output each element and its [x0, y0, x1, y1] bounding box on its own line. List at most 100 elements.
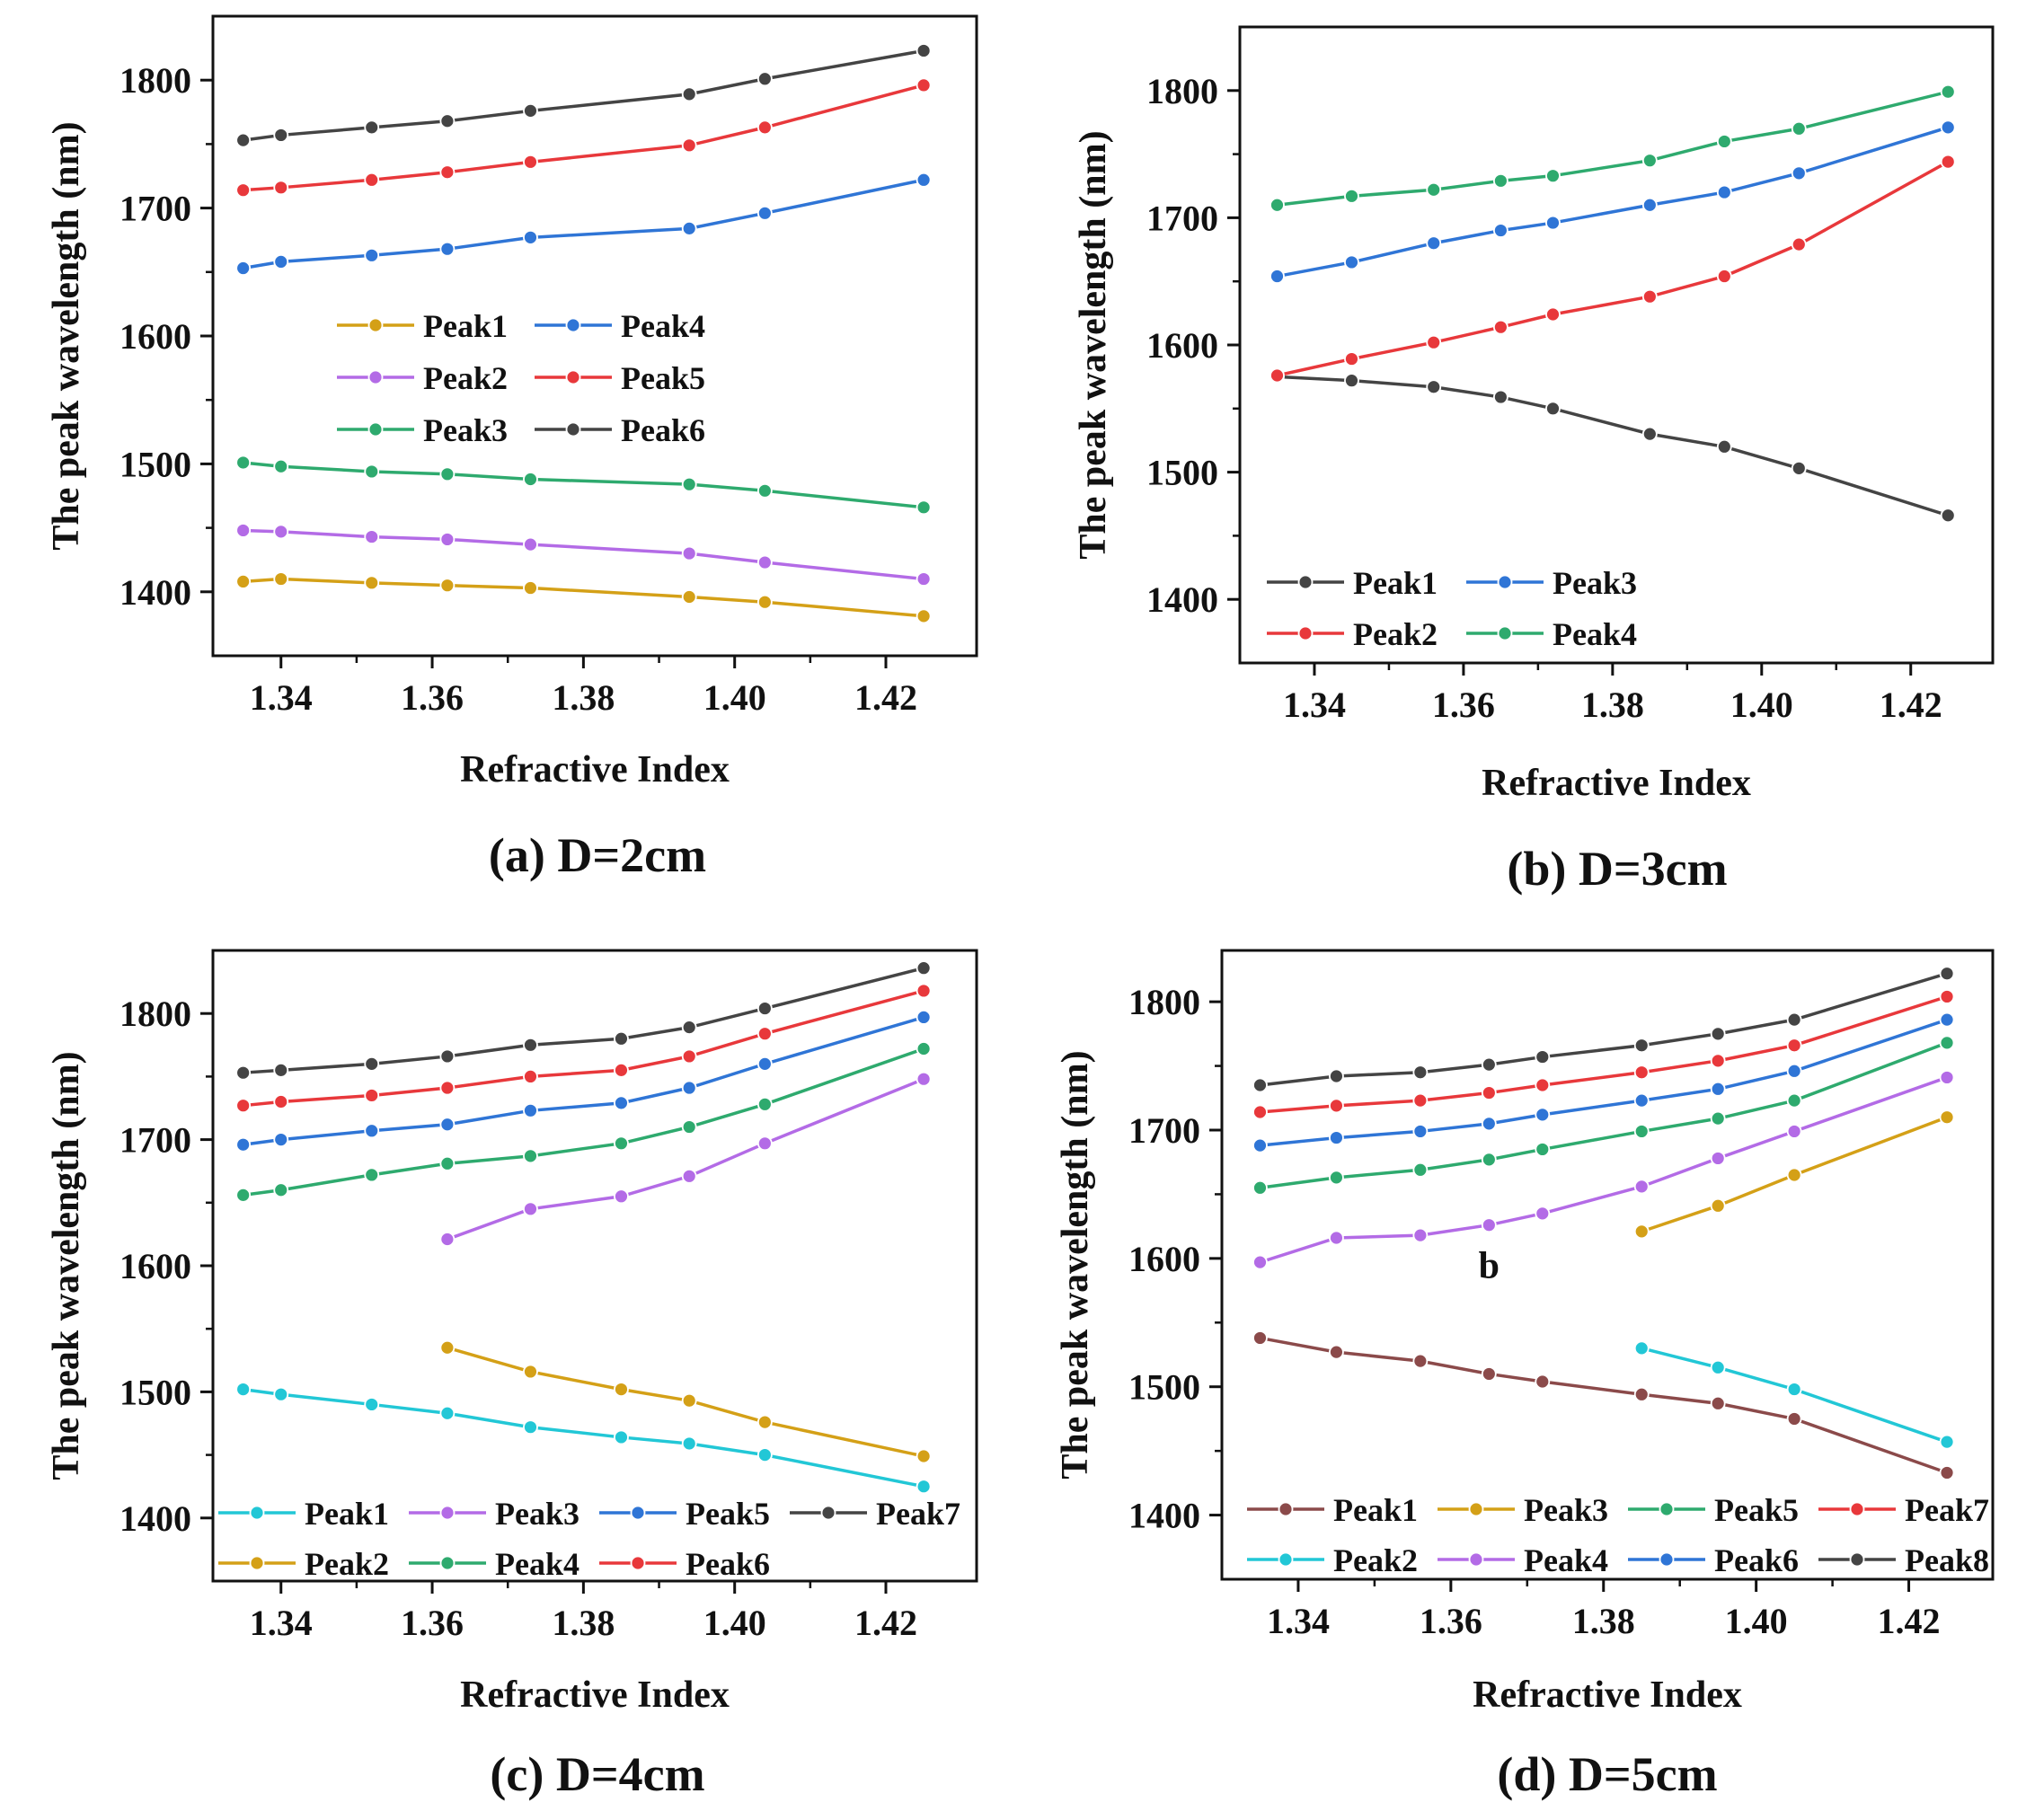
- legend-label: Peak3: [423, 412, 508, 448]
- data-point: [364, 1123, 380, 1139]
- legend-label: Peak4: [495, 1546, 579, 1582]
- x-tick-label: 1.38: [552, 1603, 615, 1643]
- data-point: [273, 1182, 289, 1198]
- data-point: [364, 575, 380, 591]
- data-point: [1786, 1167, 1802, 1183]
- legend: Peak1 Peak2 Peak3 Peak4 Peak5 Peak6 Peak7 Peak8: [1247, 1492, 1989, 1578]
- data-point: [681, 86, 697, 102]
- data-point: [614, 1429, 629, 1445]
- data-point: [273, 1386, 289, 1402]
- data-point: [1412, 1227, 1429, 1243]
- y-axis-label: The peak wavelength (nm): [46, 1051, 87, 1480]
- legend-swatch-marker: [367, 369, 384, 385]
- legend-swatch-marker: [565, 369, 581, 385]
- legend-swatch-marker: [1468, 1501, 1484, 1517]
- data-point: [1535, 1374, 1551, 1390]
- x-tick-label: 1.42: [854, 1603, 917, 1643]
- chart-panel-3: 1.34 1.36 1.38 1.40 1.42 1400 1500 1600 1700 1800…: [1055, 949, 1995, 1801]
- x-tick-label: 1.42: [1878, 1601, 1941, 1641]
- y-tick-label: 1600: [1128, 1239, 1200, 1279]
- series-line: [243, 178, 925, 270]
- data-point: [235, 261, 252, 276]
- data-point: [1412, 1124, 1429, 1139]
- data-point: [1786, 1012, 1802, 1028]
- legend-swatch-marker: [1497, 574, 1513, 590]
- series-peak2: [235, 523, 932, 587]
- data-point: [1535, 1142, 1551, 1157]
- data-point: [916, 608, 932, 624]
- series-peak8: [1252, 966, 1955, 1093]
- legend-swatch-marker: [1659, 1551, 1675, 1568]
- legend-label: Peak2: [305, 1546, 389, 1582]
- series-line: [243, 577, 925, 618]
- data-point: [1545, 215, 1561, 231]
- data-point: [1270, 367, 1285, 384]
- legend: Peak1 Peak2 Peak3 Peak4: [1267, 565, 1637, 652]
- data-point: [273, 180, 289, 196]
- data-point: [1329, 1170, 1344, 1186]
- chart-annotation: b: [1479, 1245, 1500, 1286]
- data-point: [756, 594, 773, 610]
- data-point: [1545, 306, 1561, 322]
- x-tick-label: 1.34: [1267, 1601, 1330, 1641]
- data-point: [364, 1088, 380, 1103]
- data-point: [1633, 1224, 1650, 1240]
- legend-label: Peak2: [1353, 616, 1438, 652]
- chart-caption: (c) D=4cm: [490, 1747, 704, 1801]
- legend-label: Peak7: [876, 1496, 960, 1532]
- data-point: [1270, 269, 1285, 284]
- data-point: [1492, 389, 1508, 405]
- y-axis-label: The peak wavelength (nm): [1073, 130, 1114, 559]
- data-point: [1633, 1340, 1650, 1356]
- data-point: [1344, 373, 1359, 389]
- y-tick-label: 1800: [1128, 982, 1200, 1022]
- series-line: [243, 1015, 925, 1146]
- data-point: [1492, 172, 1508, 189]
- data-point: [273, 254, 289, 269]
- data-point: [439, 241, 456, 257]
- legend-swatch-marker: [565, 421, 581, 437]
- data-point: [756, 1001, 773, 1016]
- series-peak7: [235, 960, 932, 1081]
- data-point: [523, 1037, 538, 1053]
- series-peak2: [439, 1339, 932, 1464]
- data-point: [439, 578, 456, 594]
- data-point: [364, 1397, 380, 1412]
- data-point: [1786, 1382, 1802, 1397]
- data-point: [1791, 460, 1807, 476]
- data-point: [235, 1187, 252, 1203]
- y-tick-label: 1700: [1146, 198, 1218, 238]
- legend-label: Peak3: [1524, 1492, 1608, 1528]
- data-point: [1252, 1077, 1268, 1093]
- data-point: [756, 554, 773, 570]
- series-line: [1277, 90, 1949, 207]
- legend-swatch-marker: [1278, 1501, 1294, 1517]
- data-point: [1633, 1092, 1650, 1109]
- series-peak1: [235, 1382, 932, 1495]
- data-point: [756, 1447, 773, 1462]
- series-line: [243, 84, 925, 192]
- series-peak1: [1270, 368, 1956, 524]
- data-point: [1710, 1026, 1726, 1042]
- series-line: [1277, 126, 1949, 278]
- x-tick-label: 1.38: [1581, 685, 1644, 725]
- legend-swatch-marker: [630, 1505, 646, 1521]
- y-tick-label: 1400: [1146, 579, 1218, 620]
- x-tick-label: 1.36: [401, 677, 464, 718]
- legend: Peak1 Peak2 Peak3 Peak4 Peak5 Peak6: [337, 308, 705, 448]
- data-point: [1633, 1386, 1650, 1402]
- chart-panel-2: 1.34 1.36 1.38 1.40 1.42 1400 1500 1600 1700 1800…: [46, 949, 978, 1801]
- data-point: [1412, 1065, 1429, 1081]
- series-peak7: [1252, 989, 1955, 1120]
- data-point: [523, 536, 538, 552]
- data-point: [364, 529, 380, 544]
- data-point: [1786, 1092, 1802, 1109]
- series-peak1: [235, 571, 932, 624]
- data-point: [1939, 1109, 1955, 1126]
- legend-swatch-marker: [249, 1555, 265, 1571]
- data-point: [681, 1048, 697, 1065]
- data-point: [1492, 223, 1508, 238]
- legend-swatch-marker: [249, 1505, 265, 1521]
- legend-label: Peak1: [1333, 1492, 1418, 1528]
